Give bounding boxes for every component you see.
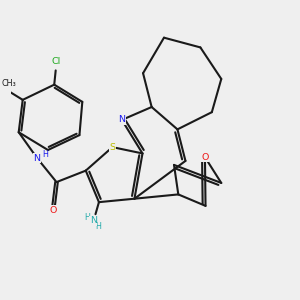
Text: S: S [110,142,116,152]
Text: N: N [90,216,97,225]
Text: N: N [118,116,125,124]
Text: H: H [95,222,101,231]
Text: O: O [201,153,208,162]
Text: H: H [43,150,49,159]
Text: CH₃: CH₃ [2,79,16,88]
Text: O: O [50,206,57,215]
Text: Cl: Cl [51,57,60,66]
Text: N: N [34,154,40,163]
Text: H: H [85,213,90,222]
